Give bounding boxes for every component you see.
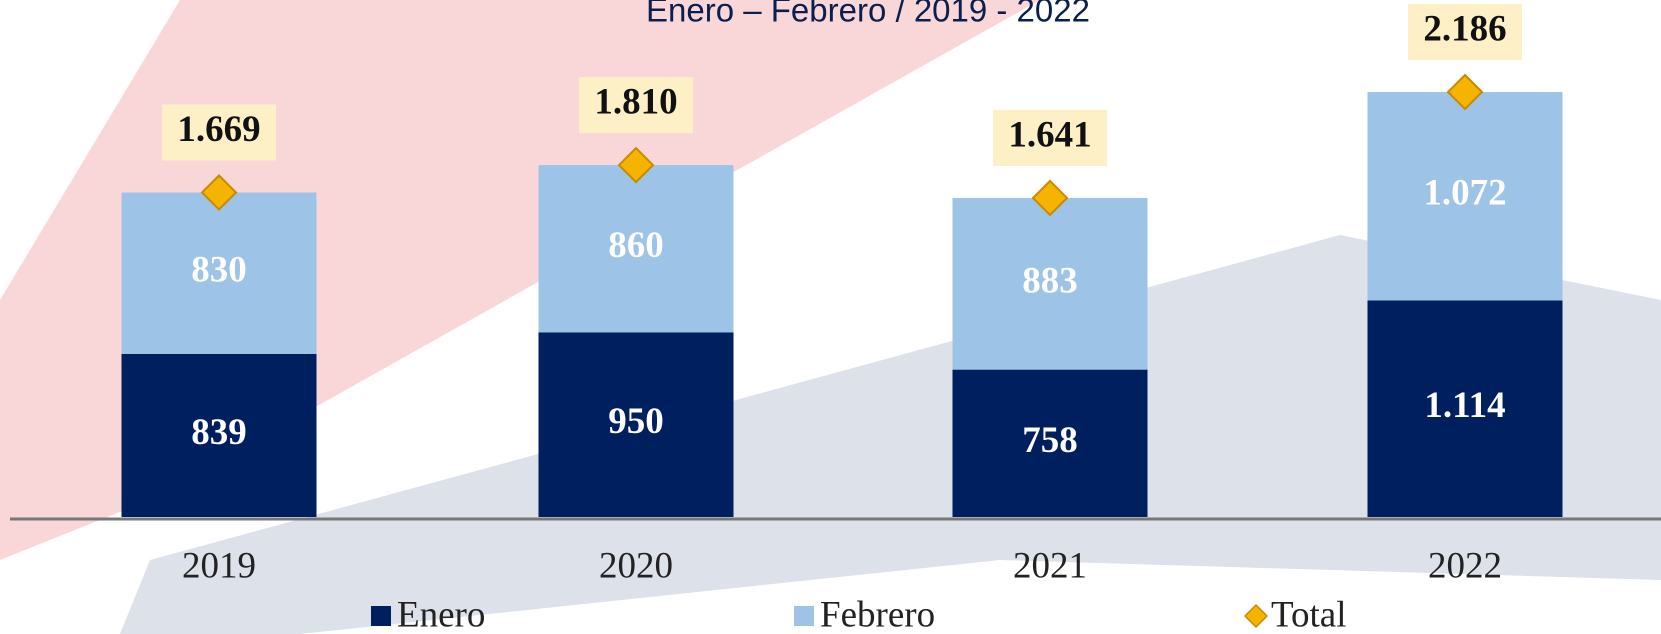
label-box <box>579 77 693 134</box>
legend-label: Febrero <box>820 594 935 634</box>
data-label: 883 <box>1022 260 1078 301</box>
data-label: 1.669 <box>177 109 260 150</box>
bar-segment <box>121 353 317 517</box>
data-label: 1.810 <box>594 82 677 123</box>
x-tick-label: 2022 <box>1428 545 1502 586</box>
total-marker <box>1446 73 1484 111</box>
bar-segment <box>1367 300 1563 517</box>
label-box <box>1408 4 1522 60</box>
x-tick-label: 2019 <box>182 545 256 586</box>
x-tick-label: 2021 <box>1013 545 1087 586</box>
data-label: 758 <box>1022 420 1078 461</box>
total-marker <box>617 146 655 184</box>
chart-title: Enero – Febrero / 2019 - 2022 <box>646 0 1090 29</box>
legend-label: Total <box>1271 594 1347 634</box>
bar-segment <box>1367 92 1563 301</box>
data-label: 950 <box>608 401 664 442</box>
bar-segment <box>952 369 1148 517</box>
data-label: 830 <box>191 250 247 291</box>
data-label: 1.072 <box>1423 173 1506 214</box>
data-label: 2.186 <box>1423 8 1506 49</box>
background-swoosh <box>120 235 1661 634</box>
bar-segment <box>538 165 734 333</box>
legend-label: Enero <box>397 594 485 634</box>
bar-segment <box>121 192 317 354</box>
legend-marker <box>794 606 814 626</box>
total-marker <box>1031 179 1069 217</box>
data-label: 1.641 <box>1008 114 1091 155</box>
data-label: 860 <box>608 225 664 266</box>
total-marker <box>200 174 238 211</box>
data-label: 839 <box>191 412 247 453</box>
x-tick-label: 2020 <box>599 545 673 586</box>
legend-marker <box>1243 603 1269 629</box>
label-box <box>993 109 1107 166</box>
bar-segment <box>538 332 734 517</box>
bar-segment <box>952 197 1148 370</box>
label-box <box>162 104 276 161</box>
legend-marker <box>371 606 391 626</box>
data-label: 1.114 <box>1424 385 1505 426</box>
